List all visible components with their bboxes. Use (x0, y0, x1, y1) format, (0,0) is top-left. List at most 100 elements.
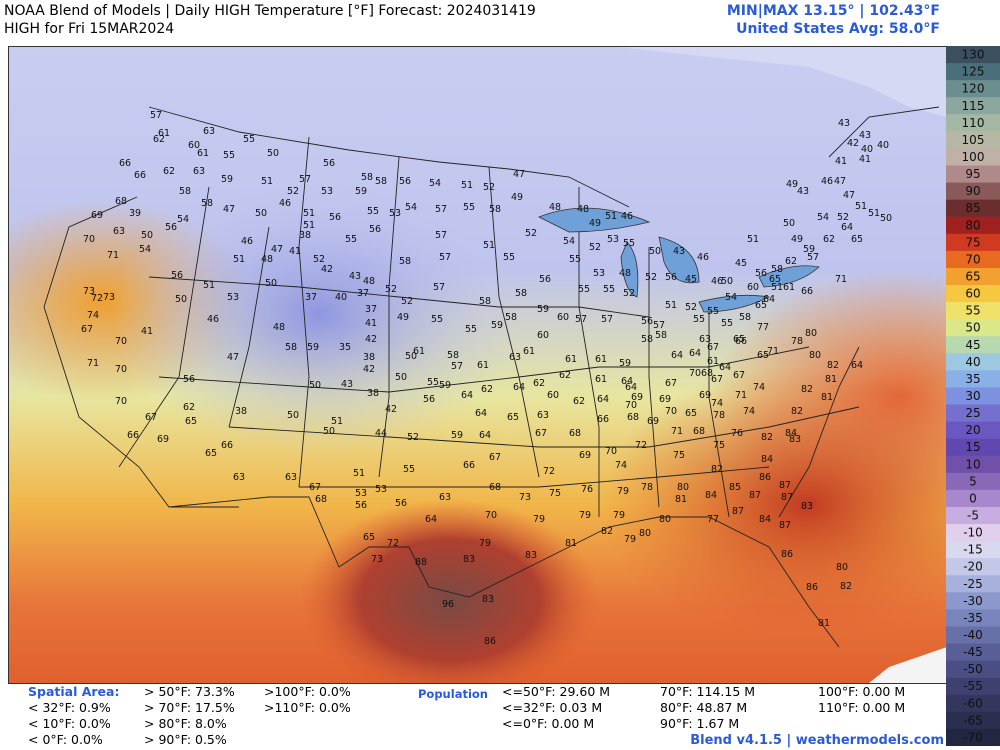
temperature-label: 53 (593, 268, 605, 279)
temperature-label: 55 (223, 150, 235, 161)
temperature-label: 83 (801, 501, 813, 512)
temperature-label: 67 (733, 370, 745, 381)
temperature-label: 57 (807, 252, 819, 263)
temperature-label: 63 (439, 492, 451, 503)
temperature-label: 61 (595, 374, 607, 385)
temperature-label: 48 (619, 268, 631, 279)
temperature-label: 55 (578, 284, 590, 295)
temperature-label: 79 (613, 510, 625, 521)
temperature-label: 55 (569, 254, 581, 265)
temperature-label: 58 (515, 288, 527, 299)
temperature-label: 67 (535, 428, 547, 439)
scale-swatch (946, 165, 1000, 184)
temperature-label: 88 (415, 557, 427, 568)
temperature-label: 53 (227, 292, 239, 303)
temperature-label: 68 (315, 494, 327, 505)
scale-label: 100 (962, 150, 985, 164)
scale-label: 60 (965, 287, 980, 301)
scale-label: 50 (965, 321, 980, 335)
temperature-label: 61 (197, 148, 209, 159)
scale-swatch (946, 455, 1000, 474)
temperature-label: 69 (91, 210, 103, 221)
temperature-label: 60 (747, 282, 759, 293)
scale-label: -50 (963, 662, 983, 676)
scale-swatch (946, 609, 1000, 627)
temperature-label: 64 (461, 390, 473, 401)
scale-label: -10 (963, 526, 983, 540)
temperature-label: 62 (559, 370, 571, 381)
population-title: Population (418, 687, 488, 701)
spatial-col-2: > 50°F: 73.3% > 70°F: 17.5% > 80°F: 8.0%… (144, 684, 235, 748)
population-col-3: 100°F: 0.00 M 110°F: 0.00 M (818, 684, 905, 716)
scale-label: -30 (963, 594, 983, 608)
temperature-label: 58 (655, 330, 667, 341)
temperature-label: 41 (289, 246, 301, 257)
scale-label: -20 (963, 560, 983, 574)
us-average-text: United States Avg: 58.0°F (736, 21, 940, 37)
temperature-label: 81 (818, 618, 830, 629)
temperature-label: 55 (367, 206, 379, 217)
scale-swatch (946, 660, 1000, 679)
temperature-label: 56 (355, 500, 367, 511)
temperature-label: 62 (573, 396, 585, 407)
temperature-label: 64 (671, 350, 683, 361)
temperature-label: 40 (861, 144, 873, 155)
temperature-label: 38 (367, 388, 379, 399)
temperature-label: 55 (427, 377, 439, 388)
temperature-label: 65 (757, 350, 769, 361)
scale-swatch (946, 250, 1000, 269)
temperature-label: 60 (188, 140, 200, 151)
temperature-label: 58 (739, 312, 751, 323)
temperature-label: 62 (481, 384, 493, 395)
temperature-label: 40 (335, 292, 347, 303)
scale-swatch (946, 353, 1000, 371)
spatial-item: > 50°F: 73.3% (144, 684, 235, 699)
spatial-item: > 90°F: 0.5% (144, 732, 227, 747)
temperature-label: 52 (685, 302, 697, 313)
temperature-label: 42 (363, 364, 375, 375)
scale-swatch (946, 404, 1000, 423)
title-line-1: NOAA Blend of Models | Daily HIGH Temper… (4, 3, 536, 19)
spatial-item: > 70°F: 17.5% (144, 700, 235, 715)
temperature-label: 58 (505, 312, 517, 323)
temperature-label: 51 (771, 282, 783, 293)
temperature-label: 60 (557, 312, 569, 323)
temperature-label: 41 (141, 326, 153, 337)
spatial-area-title: Spatial Area: (28, 684, 120, 699)
temperature-label: 64 (479, 430, 491, 441)
temperature-label: 49 (511, 192, 523, 203)
minmax-text: MIN|MAX 13.15° | 102.43°F (726, 3, 940, 19)
scale-swatch (946, 558, 1000, 576)
temperature-label: 63 (203, 126, 215, 137)
scale-swatch (946, 267, 1000, 286)
temperature-label: 74 (711, 398, 723, 409)
temperature-label: 66 (597, 414, 609, 425)
temperature-label: 65 (851, 234, 863, 245)
temperature-label: 73 (103, 292, 115, 303)
spatial-item: > 80°F: 8.0% (144, 716, 227, 731)
temperature-label: 48 (363, 276, 375, 287)
temperature-label: 68 (627, 412, 639, 423)
scale-swatch (946, 677, 1000, 696)
temperature-label: 56 (329, 212, 341, 223)
temperature-label: 47 (513, 169, 525, 180)
temperature-label: 54 (177, 214, 189, 225)
temperature-label: 70 (115, 396, 127, 407)
temperature-label: 69 (647, 416, 659, 427)
scale-label: 90 (965, 184, 980, 198)
spatial-item: < 32°F: 0.9% (28, 700, 111, 715)
temperature-label: 78 (791, 336, 803, 347)
temperature-label: 83 (463, 554, 475, 565)
temperature-label: 87 (779, 520, 791, 531)
temperature-label: 70 (115, 336, 127, 347)
temperature-label: 65 (205, 448, 217, 459)
temperature-label: 53 (375, 484, 387, 495)
temperature-label: 79 (533, 514, 545, 525)
scale-label: 75 (965, 235, 980, 249)
scale-label: 20 (965, 423, 980, 437)
temperature-label: 70 (485, 510, 497, 521)
temperature-label: 57 (435, 204, 447, 215)
temperature-label: 47 (223, 204, 235, 215)
temperature-label: 62 (785, 256, 797, 267)
